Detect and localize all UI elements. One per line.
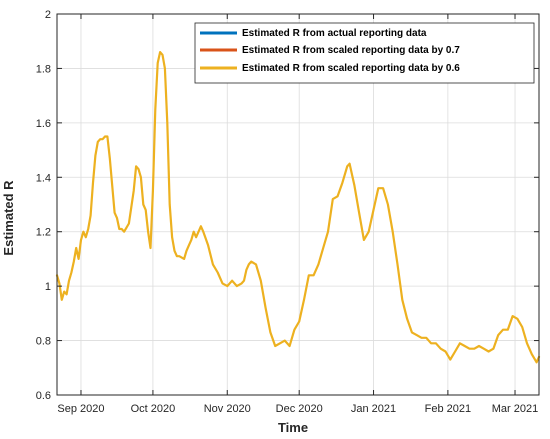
plot-frame	[56, 13, 540, 396]
legend-label: Estimated R from scaled reporting data b…	[242, 63, 460, 74]
series-layer	[55, 50, 541, 364]
y-tick-label: 0.6	[36, 390, 51, 402]
y-tick-label: 1.4	[36, 172, 51, 184]
y-tick-label: 2	[45, 9, 51, 21]
y-tick-label: 0.8	[36, 336, 51, 348]
y-tick-label: 1.6	[36, 118, 51, 130]
x-axis: Sep 2020 Oct 2020 Nov 2020 Dec 2020 Jan 2021…	[57, 14, 538, 415]
y-axis-title: Estimated R	[1, 180, 16, 256]
legend-box	[194, 22, 535, 84]
x-tick-label: Nov 2020	[204, 403, 251, 415]
x-tick-label: Feb 2021	[425, 403, 471, 415]
x-tick-label: Sep 2020	[57, 403, 104, 415]
x-tick-label: Mar 2021	[492, 403, 538, 415]
legend-label: Estimated R from actual reporting data	[242, 28, 427, 39]
y-tick-label: 1	[45, 281, 51, 293]
x-tick-label: Oct 2020	[131, 403, 176, 415]
x-tick-label: Jan 2021	[351, 403, 396, 415]
x-axis-title: Time	[278, 420, 308, 435]
y-axis: 0.6 0.8 1 1.2 1.4 1.6 1.8 2	[36, 9, 539, 402]
legend-label: Estimated R from scaled reporting data b…	[242, 45, 460, 56]
series-line	[55, 50, 541, 364]
y-tick-label: 1.8	[36, 63, 51, 75]
y-tick-label: 1.2	[36, 227, 51, 239]
legend: Estimated R from actual reporting data E…	[194, 22, 535, 84]
x-tick-label: Dec 2020	[276, 403, 323, 415]
